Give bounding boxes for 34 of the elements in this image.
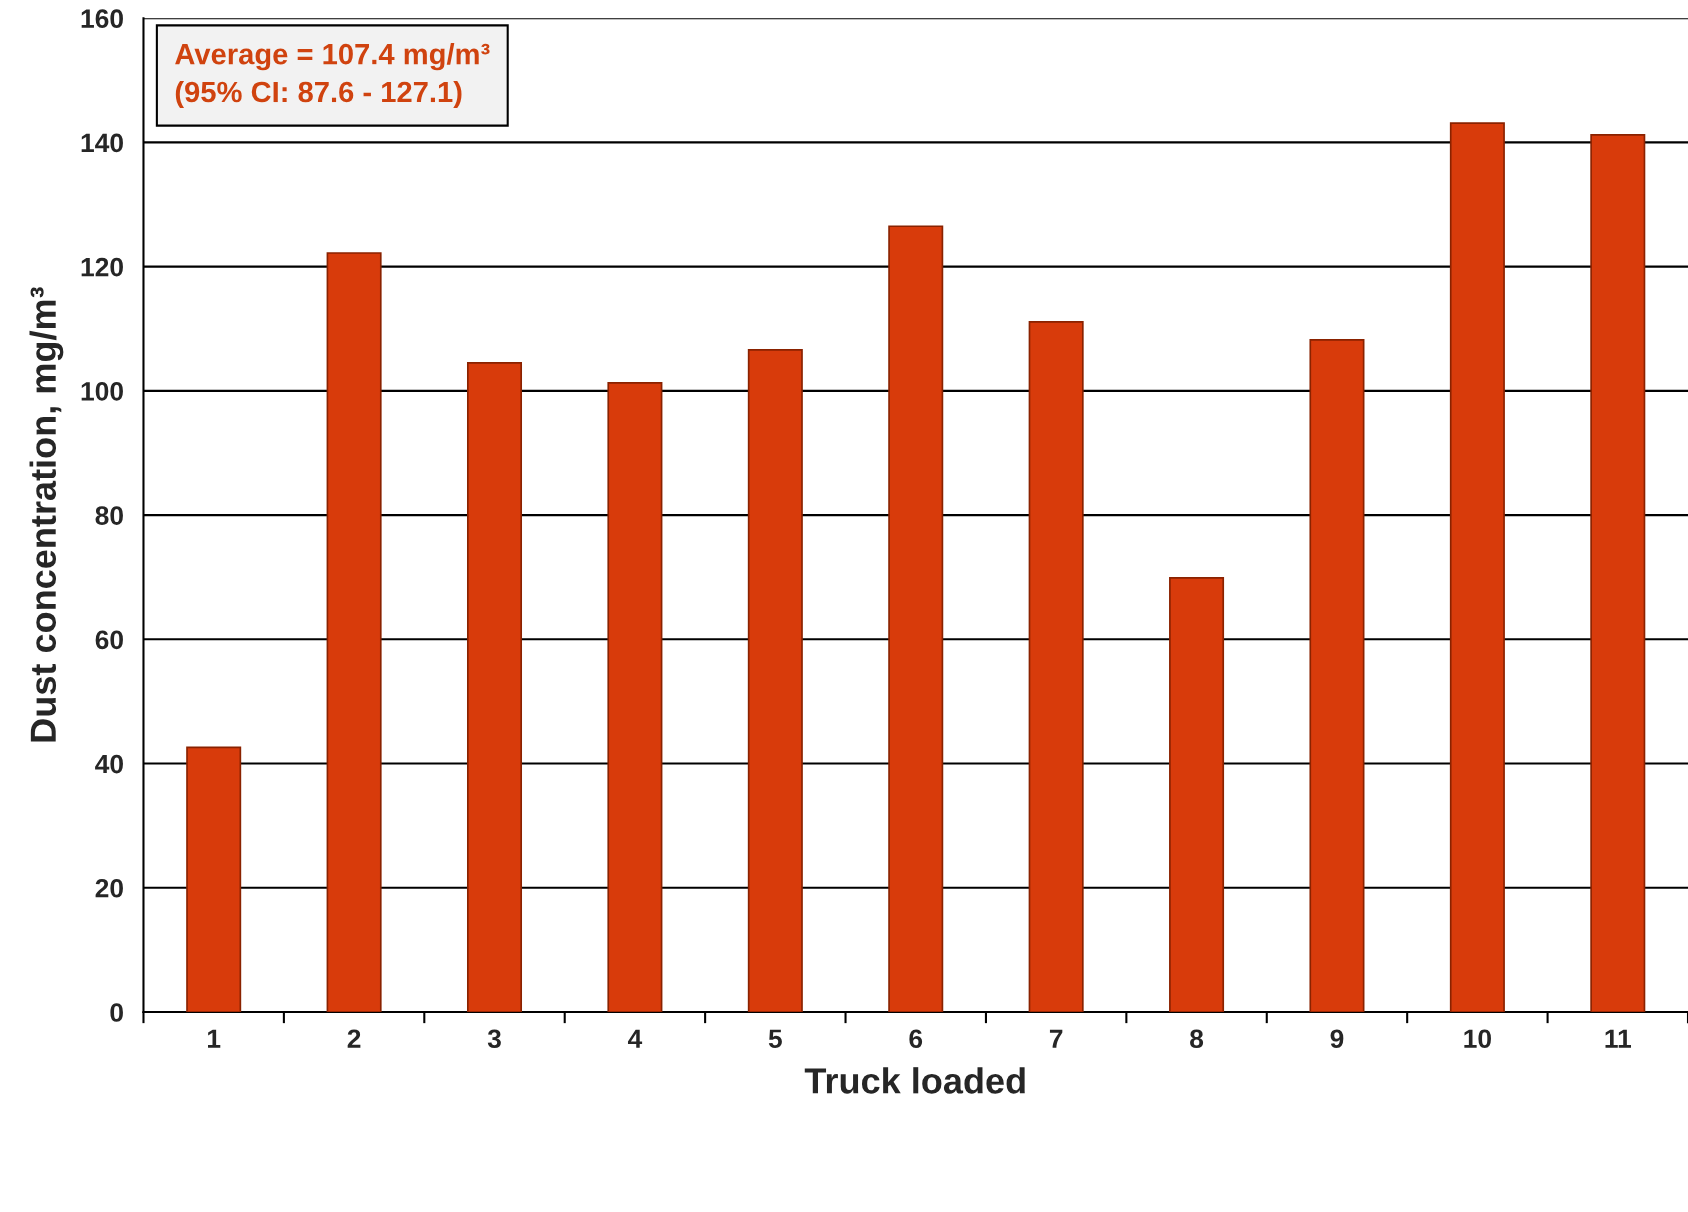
bar [466,362,523,1013]
y-tick-label: 160 [81,9,123,28]
y-tick-label: 20 [95,878,123,898]
x-tick-label: 8 [1190,1029,1204,1049]
y-tick-label: 100 [81,382,123,401]
bar [1449,122,1505,1013]
bar [888,225,944,1013]
x-tick-label: 10 [1464,1029,1491,1049]
x-tick-label: 9 [1330,1029,1344,1049]
y-tick-label: 120 [81,257,123,277]
bar [186,746,242,1013]
y-tick-label: 40 [95,754,123,774]
annotation: Average = 107.4 mg/m³ (95% CI: 87.6 - 127.1) [175,43,490,109]
bar [1028,321,1084,1013]
x-tick-label: 2 [347,1029,361,1048]
bar [747,349,803,1013]
bar [1309,339,1365,1013]
x-tick-label: 4 [627,1029,643,1048]
x-tick-label: 1 [208,1029,221,1048]
y-tick-label: 60 [95,630,123,650]
x-tick-label: 3 [487,1029,501,1049]
x-axis-title: Truck loaded [804,1067,1025,1094]
y-tick-label: 0 [110,1003,123,1022]
x-tick-label: 11 [1605,1029,1632,1048]
x-tick-label: 7 [1049,1029,1063,1048]
bar [326,252,382,1013]
y-tick-label: 80 [95,506,123,525]
bar [1169,577,1225,1013]
x-tick-label: 5 [768,1029,782,1049]
y-tick-label: 140 [81,133,123,153]
bar [1590,134,1646,1013]
x-tick-label: 6 [909,1029,923,1049]
bar [607,381,663,1013]
y-axis-title: Dust concentration, mg/m³ [29,287,64,742]
